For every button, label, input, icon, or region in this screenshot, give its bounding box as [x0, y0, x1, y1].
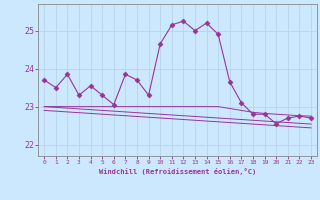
X-axis label: Windchill (Refroidissement éolien,°C): Windchill (Refroidissement éolien,°C)	[99, 168, 256, 175]
